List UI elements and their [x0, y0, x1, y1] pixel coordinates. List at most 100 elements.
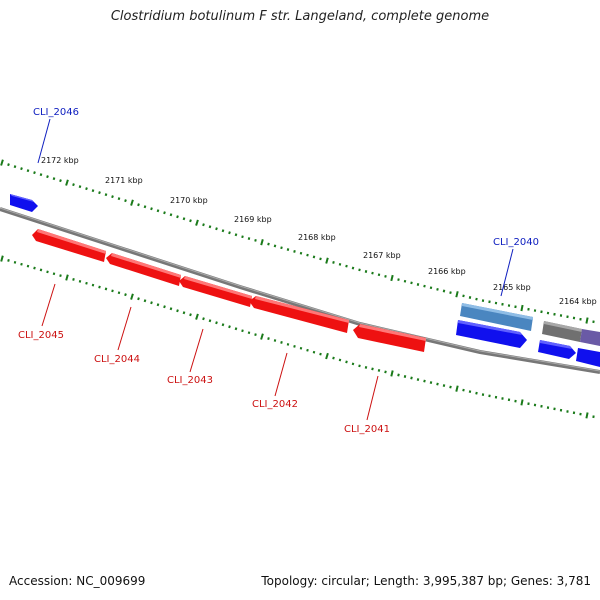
- ruler-minor-tick: [228, 231, 231, 235]
- gene-cli-2044[interactable]: [106, 253, 181, 286]
- ruler-minor-tick: [371, 367, 374, 371]
- ruler-major-tick: [325, 257, 329, 264]
- ruler-minor-tick: [449, 385, 452, 389]
- ruler-minor-tick: [215, 227, 218, 231]
- ruler-minor-tick: [358, 268, 361, 272]
- ruler-minor-tick: [189, 219, 192, 223]
- ruler-minor-tick: [254, 238, 257, 242]
- ruler-minor-tick: [20, 167, 23, 171]
- ruler-minor-tick: [33, 266, 36, 270]
- ruler-major-tick: [260, 333, 264, 340]
- ruler-minor-tick: [338, 358, 342, 362]
- ruler-minor-tick: [234, 327, 238, 331]
- ruler-minor-tick: [26, 169, 30, 173]
- ruler-minor-tick: [91, 283, 95, 287]
- ruler-minor-tick: [319, 352, 322, 356]
- ruler-minor-tick: [72, 278, 75, 281]
- gene-cli-2043[interactable]: [179, 276, 252, 307]
- ruler-minor-tick: [59, 274, 62, 278]
- ruler-major-tick: [585, 317, 589, 324]
- ruler-minor-tick: [410, 376, 413, 380]
- ruler-minor-tick: [241, 235, 244, 239]
- ruler-minor-tick: [143, 299, 147, 303]
- ruler-minor-tick: [338, 262, 342, 266]
- ruler-minor-tick: [371, 271, 374, 275]
- gene-label-cli-2041: CLI_2041: [344, 424, 390, 435]
- ruler-minor-tick: [85, 187, 88, 191]
- ruler-minor-tick: [345, 360, 348, 364]
- ruler-minor-tick: [384, 274, 387, 278]
- gene-cli-2041[interactable]: [353, 324, 426, 352]
- ruler-minor-tick: [117, 291, 121, 295]
- ruler-minor-tick: [332, 356, 335, 360]
- ruler-minor-tick: [351, 266, 355, 270]
- ruler-major-tick: [520, 399, 524, 406]
- ruler-major-tick: [390, 370, 394, 377]
- ruler-minor-tick: [221, 323, 225, 327]
- gene-other-1[interactable]: [542, 321, 582, 342]
- ruler-minor-tick: [416, 378, 420, 381]
- gene-forward-2038[interactable]: [576, 348, 600, 367]
- gene-forward-2040b[interactable]: [456, 320, 527, 348]
- ruler-minor-tick: [98, 191, 101, 195]
- ruler-minor-tick: [462, 294, 465, 298]
- genome-title: Clostridium botulinum F str. Langeland, …: [110, 9, 490, 24]
- ruler-major-tick: [0, 159, 4, 166]
- ruler-minor-tick: [39, 173, 43, 177]
- ruler-minor-tick: [306, 253, 309, 257]
- ruler-major-tick: [325, 352, 329, 360]
- ruler-minor-tick: [7, 163, 10, 167]
- ruler-minor-tick: [299, 251, 303, 255]
- gene-forward-2039[interactable]: [538, 340, 576, 359]
- ruler-major-tick: [130, 293, 134, 300]
- ruler-minor-tick: [436, 287, 439, 291]
- ruler-minor-tick: [364, 270, 368, 273]
- ruler-minor-tick: [52, 272, 56, 276]
- ruler-label-2172: 2172 kbp: [41, 156, 79, 165]
- ruler-minor-tick: [273, 339, 277, 342]
- leader-cli-2040: [500, 248, 514, 297]
- ruler-minor-tick: [46, 270, 49, 274]
- ruler-minor-tick: [377, 369, 381, 372]
- ruler-minor-tick: [176, 215, 179, 219]
- ruler-minor-tick: [299, 346, 303, 350]
- leader-cli-2046: [37, 118, 51, 164]
- ruler-label-2170: 2170 kbp: [170, 196, 208, 205]
- ruler-minor-tick: [13, 165, 17, 169]
- gene-cli-2046[interactable]: [10, 194, 38, 212]
- gene-other-2[interactable]: [580, 329, 600, 346]
- leader-cli-2041: [366, 375, 379, 421]
- ruler-minor-tick: [429, 381, 433, 384]
- ruler-minor-tick: [182, 311, 186, 315]
- ruler-minor-tick: [468, 296, 472, 299]
- ruler-minor-tick: [286, 343, 290, 346]
- ruler-minor-tick: [163, 305, 166, 309]
- leader-cli-2044: [117, 306, 132, 351]
- ruler-major-tick: [455, 291, 459, 298]
- ruler-minor-tick: [462, 388, 465, 392]
- ruler-minor-tick: [169, 213, 173, 217]
- ruler-minor-tick: [468, 390, 472, 394]
- ruler-minor-tick: [182, 217, 186, 221]
- ruler-minor-tick: [215, 321, 218, 325]
- ruler-major-tick: [455, 385, 459, 392]
- ruler-minor-tick: [403, 279, 407, 283]
- ruler-minor-tick: [228, 325, 231, 329]
- ruler-minor-tick: [241, 329, 244, 333]
- ruler-minor-tick: [234, 233, 238, 237]
- gene-cli-2040[interactable]: [460, 303, 533, 331]
- ruler-minor-tick: [111, 289, 114, 293]
- ruler-major-tick: [195, 313, 199, 320]
- ruler-major-tick: [65, 179, 69, 186]
- ruler-minor-tick: [436, 382, 439, 386]
- gene-cli-2045[interactable]: [32, 229, 106, 262]
- ruler-minor-tick: [156, 209, 160, 213]
- gene-cli-2042[interactable]: [249, 296, 349, 333]
- ruler-label-2171: 2171 kbp: [105, 176, 143, 185]
- ruler-label-2166: 2166 kbp: [428, 267, 466, 276]
- ruler-minor-tick: [150, 301, 153, 305]
- ruler-minor-tick: [39, 268, 43, 272]
- ruler-minor-tick: [247, 237, 251, 240]
- ruler-minor-tick: [267, 242, 270, 246]
- ruler-major-tick: [195, 219, 199, 226]
